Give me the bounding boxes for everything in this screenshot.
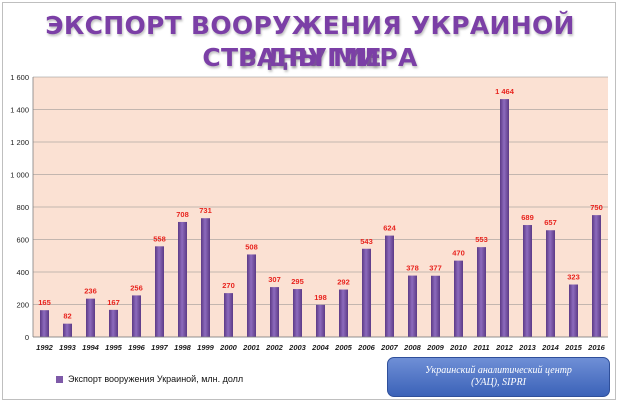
source-line2: (УАЦ), SIPRI — [471, 377, 526, 388]
bar — [63, 323, 72, 337]
data-label: 470 — [452, 249, 465, 258]
bar — [408, 275, 417, 337]
x-tick-label: 1994 — [82, 343, 100, 352]
bar — [86, 298, 95, 337]
bar — [270, 287, 279, 337]
legend-swatch — [56, 375, 63, 383]
data-label: 236 — [84, 287, 97, 296]
data-label: 378 — [406, 264, 419, 273]
data-label: 256 — [130, 283, 143, 292]
data-label: 270 — [222, 281, 235, 290]
y-tick-label: 1 000 — [10, 171, 29, 180]
bar — [592, 215, 601, 337]
bar — [339, 289, 348, 337]
data-labels: 165 82 236 167 256 558 708 731 270 508 307 295 198 29… — [38, 87, 603, 321]
data-label: 307 — [268, 275, 281, 284]
data-label: 657 — [544, 218, 557, 227]
x-tick-label: 2011 — [472, 343, 489, 352]
bar — [316, 304, 325, 337]
bar — [201, 218, 210, 337]
x-tick-label: 2013 — [518, 343, 537, 352]
x-tick-label: 1998 — [174, 343, 192, 352]
x-tick-label: 1995 — [105, 343, 123, 352]
data-label: 292 — [337, 278, 350, 287]
x-tick-label: 2005 — [334, 343, 353, 352]
data-label: 731 — [199, 206, 212, 215]
y-tick-label: 1 200 — [10, 138, 29, 147]
data-label: 167 — [107, 298, 120, 307]
bar — [523, 225, 532, 337]
x-tick-label: 2009 — [426, 343, 445, 352]
data-label: 624 — [383, 224, 396, 233]
bar — [546, 230, 555, 337]
source-line1: Украинский аналитический центр — [425, 365, 572, 376]
data-label: 708 — [176, 210, 189, 219]
x-tick-label: 2012 — [495, 343, 514, 352]
x-tick-label: 1996 — [128, 343, 146, 352]
y-tick-label: 1 600 — [10, 73, 29, 82]
bar — [247, 254, 256, 337]
y-tick-label: 800 — [16, 203, 29, 212]
x-tick-label: 2004 — [311, 343, 330, 352]
bar — [40, 310, 49, 337]
data-label: 689 — [521, 213, 534, 222]
x-tick-label: 2015 — [564, 343, 583, 352]
bar — [431, 275, 440, 337]
x-tick-label: 1993 — [59, 343, 77, 352]
x-tick-label: 2010 — [449, 343, 468, 352]
legend-label: Экспорт вооружения Украиной, млн. долл — [68, 374, 244, 384]
bar — [454, 260, 463, 337]
x-tick-label: 1992 — [36, 343, 54, 352]
data-label: 323 — [567, 273, 580, 282]
bar — [109, 309, 118, 337]
x-tick-label: 2008 — [403, 343, 422, 352]
x-tick-label: 2006 — [357, 343, 376, 352]
data-label: 82 — [63, 312, 71, 321]
data-label: 377 — [429, 264, 442, 273]
data-label: 165 — [38, 298, 51, 307]
bar — [224, 293, 233, 337]
bar — [132, 295, 141, 337]
x-tick-label: 2000 — [219, 343, 238, 352]
bar — [569, 284, 578, 337]
bar — [178, 221, 187, 337]
x-tick-label: 2002 — [265, 343, 284, 352]
source-box: Украинский аналитический центр (УАЦ), SI… — [387, 357, 610, 397]
data-label: 543 — [360, 237, 373, 246]
x-tick-label: 2016 — [587, 343, 606, 352]
x-tick-label: 1997 — [151, 343, 169, 352]
x-tick-label: 1999 — [197, 343, 215, 352]
bars — [40, 99, 601, 337]
y-tick-label: 1 400 — [10, 106, 29, 115]
x-tick-label: 2007 — [380, 343, 399, 352]
data-label: 558 — [153, 234, 166, 243]
data-label: 1 464 — [495, 87, 515, 96]
data-label: 553 — [475, 235, 488, 244]
y-axis: 0 200 400 600 800 1 000 1 200 1 400 1 600 — [10, 73, 34, 342]
bar — [385, 235, 394, 337]
chart-frame — [2, 2, 616, 400]
y-tick-label: 400 — [16, 268, 29, 277]
bar — [500, 99, 509, 337]
bar — [155, 246, 164, 337]
x-tick-label: 2014 — [541, 343, 560, 352]
bar — [293, 289, 302, 337]
y-tick-label: 200 — [16, 301, 29, 310]
legend: Экспорт вооружения Украиной, млн. долл — [56, 374, 243, 384]
x-tick-label: 2001 — [242, 343, 260, 352]
data-label: 198 — [314, 293, 327, 302]
data-label: 508 — [245, 242, 258, 251]
y-tick-label: 0 — [25, 333, 29, 342]
x-tick-label: 2003 — [288, 343, 307, 352]
data-label: 750 — [590, 203, 603, 212]
bar — [362, 248, 371, 337]
bar — [477, 247, 486, 337]
y-tick-label: 600 — [16, 236, 29, 245]
chart-title-line2: СТРАНЫ МИРА — [202, 43, 418, 72]
chart-title-line1: ЭКСПОРТ ВООРУЖЕНИЯ УКРАИНОЙ В ДРУГИЕ — [45, 11, 575, 72]
x-axis: 1992 1993 1994 1995 1996 1997 1998 1999 2000 2001… — [33, 336, 608, 352]
data-label: 295 — [291, 277, 304, 286]
